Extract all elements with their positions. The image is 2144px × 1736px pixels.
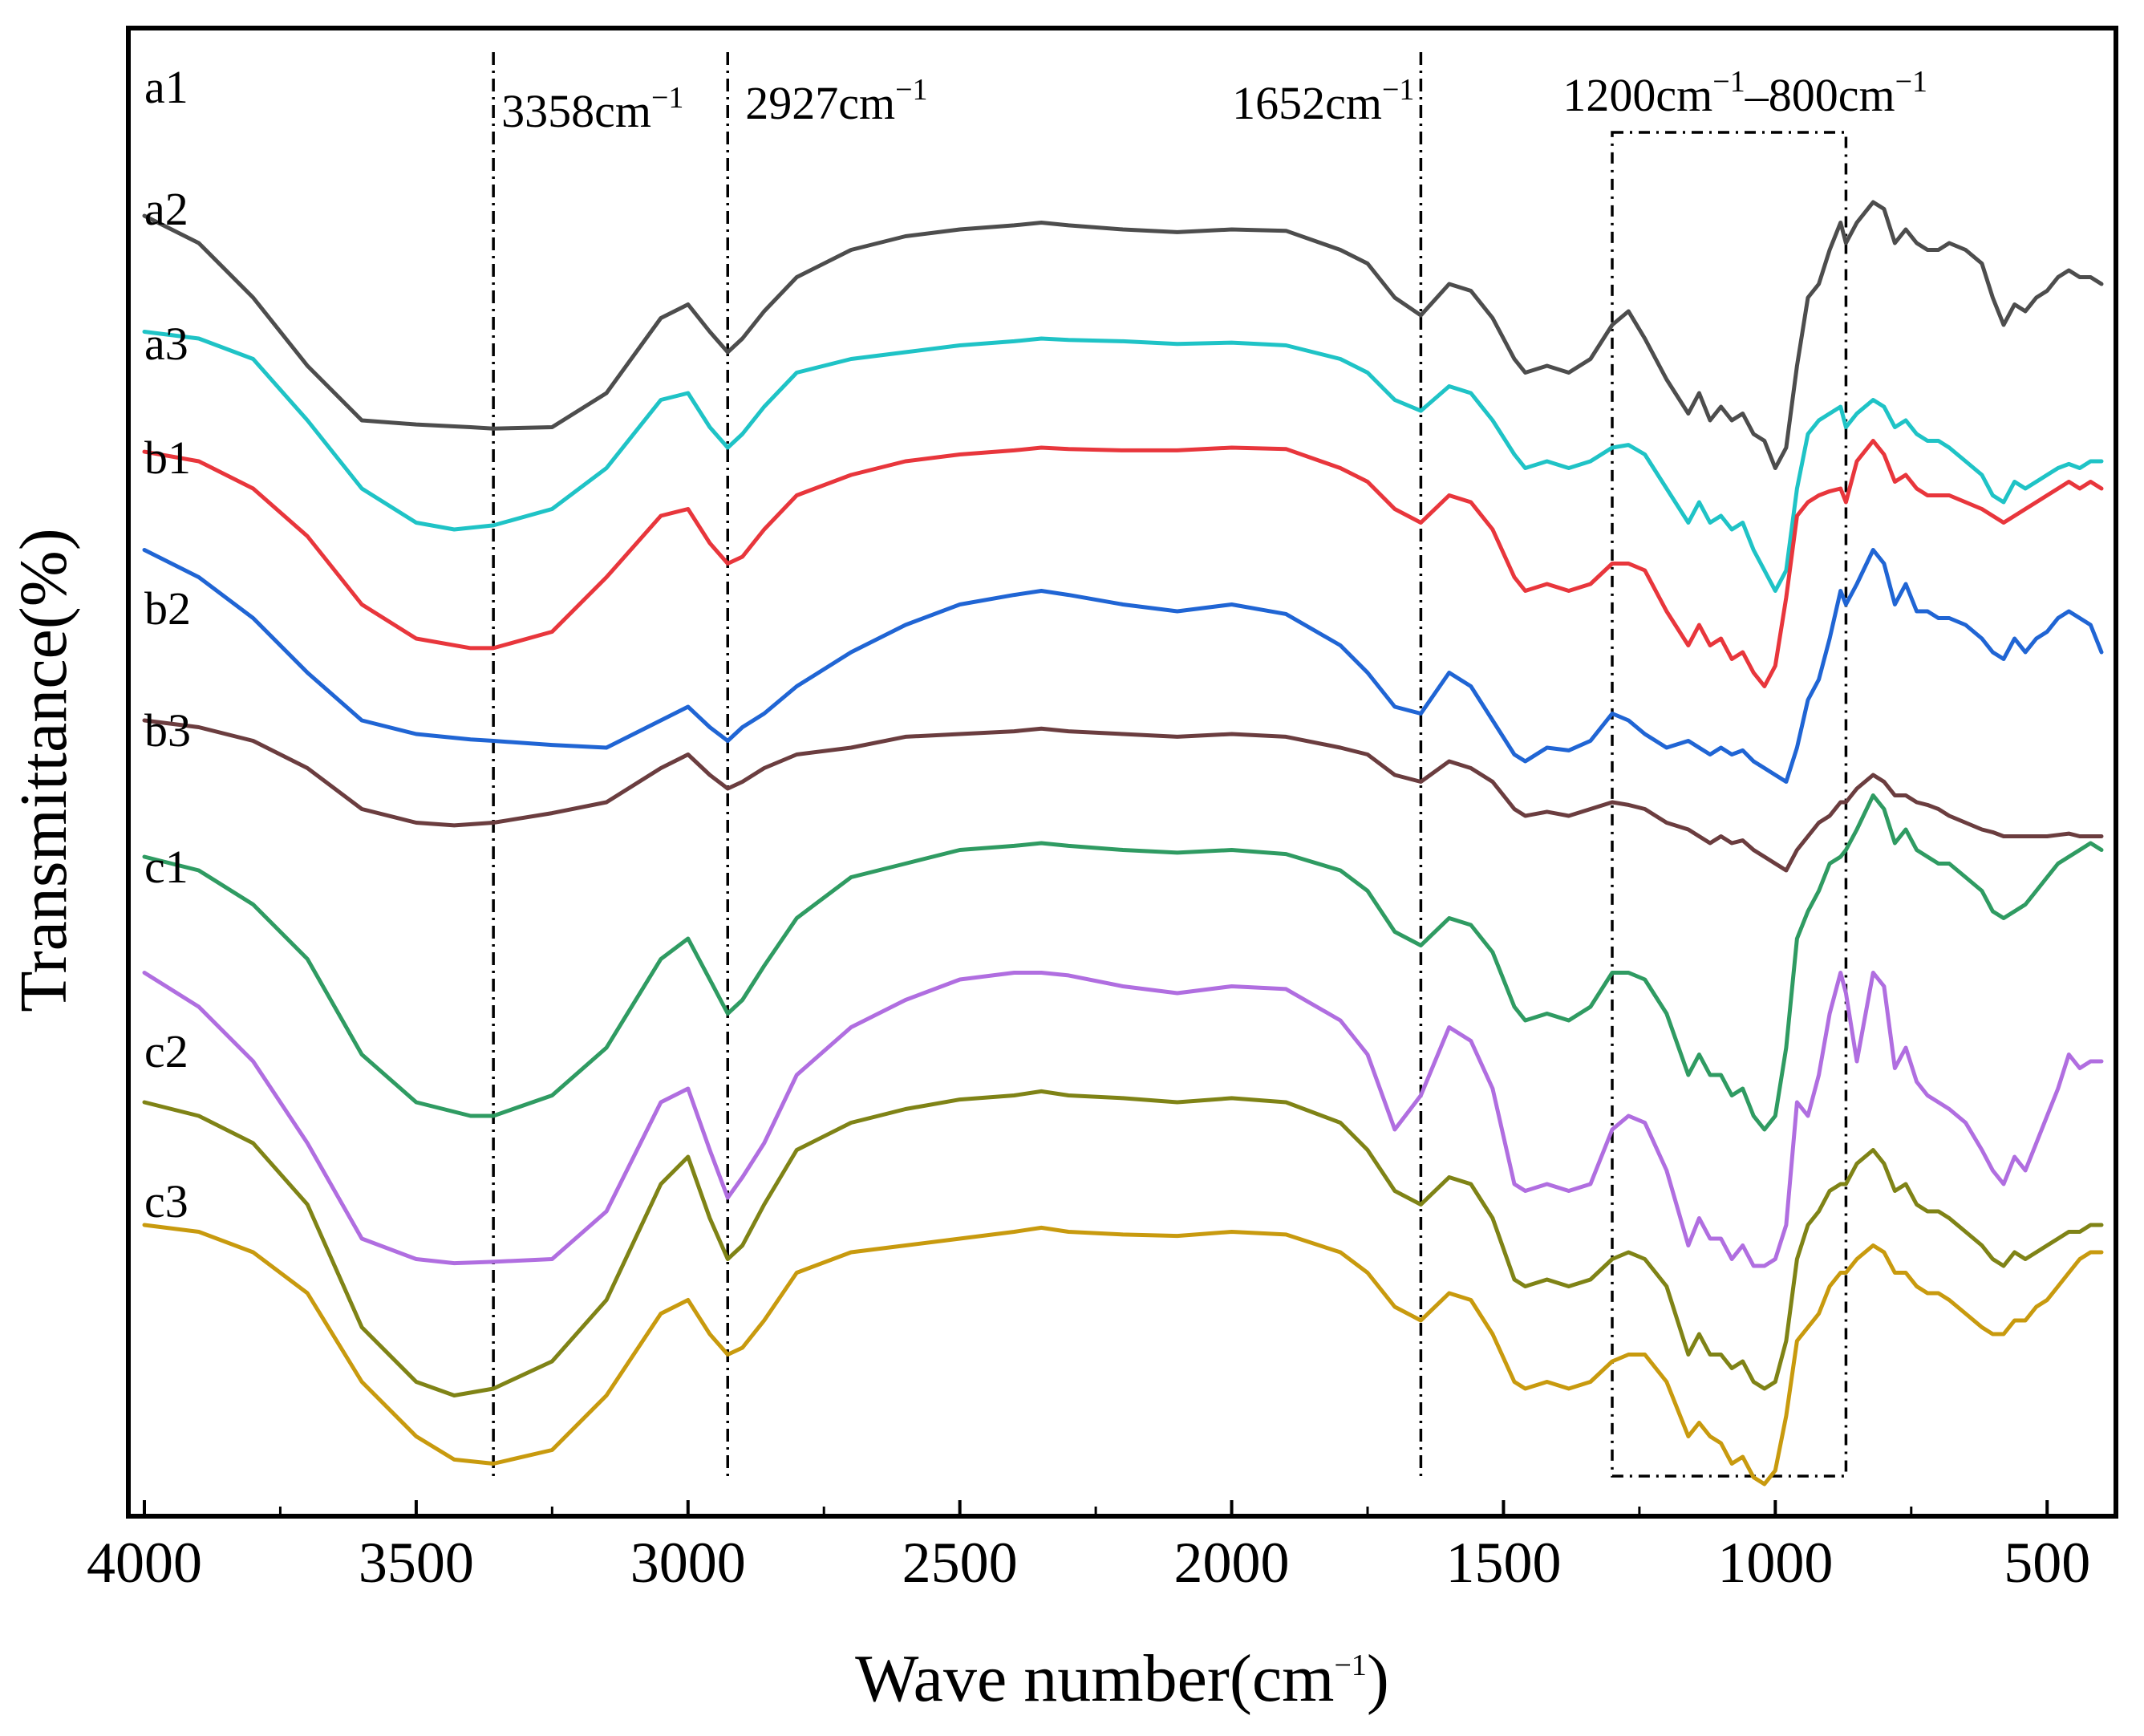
x-tick-label-3000: 3000 bbox=[630, 1531, 746, 1595]
series-label-b1: b1 bbox=[144, 432, 191, 484]
series-label-c3: c3 bbox=[144, 1175, 188, 1227]
x-tick-label-2500: 2500 bbox=[902, 1531, 1018, 1595]
series-line-c3 bbox=[142, 1089, 2104, 1397]
x-tick-label-4000: 4000 bbox=[87, 1531, 202, 1595]
y-axis-title: Transmittance(%) bbox=[6, 528, 81, 1012]
series-label-a1: a1 bbox=[144, 61, 188, 113]
series-line-a1 bbox=[142, 200, 2104, 470]
curve-label-layer: a1 a2 a3 b1 b2 c1 c2 c3 b3 bbox=[144, 61, 191, 1227]
series-label-c2: c2 bbox=[144, 1025, 188, 1077]
x-tick-label-2000: 2000 bbox=[1174, 1531, 1290, 1595]
series-line-a3 bbox=[142, 439, 2104, 688]
series-label-a2: a2 bbox=[144, 183, 188, 235]
x-tick-label-500: 500 bbox=[2004, 1531, 2090, 1595]
x-tick-label-3500: 3500 bbox=[359, 1531, 474, 1595]
series-layer bbox=[142, 200, 2104, 1487]
series-label-b2: b2 bbox=[144, 582, 191, 635]
series-line-c2 bbox=[142, 971, 2104, 1268]
series-line-c1 bbox=[142, 793, 2104, 1132]
x-axis-title: Wave number(cm−1) bbox=[855, 1641, 1389, 1716]
series-label-a3: a3 bbox=[144, 318, 188, 370]
region-box bbox=[1611, 131, 1848, 1478]
series-line-b3 bbox=[142, 1223, 2104, 1487]
x-axis: 4000 3500 3000 2500 2000 1500 1000 500 bbox=[87, 1500, 2090, 1595]
series-line-b1 bbox=[142, 548, 2104, 784]
series-line-a2 bbox=[142, 330, 2104, 593]
x-tick-label-1500: 1500 bbox=[1445, 1531, 1561, 1595]
annotation-label-1652: 1652cm−1 bbox=[1232, 73, 1414, 129]
series-label-c1: c1 bbox=[144, 841, 188, 893]
x-tick-label-1000: 1000 bbox=[1717, 1531, 1833, 1595]
region-label: 1200cm−1–800cm−1 bbox=[1562, 65, 1927, 121]
annotation-label-3358: 3358cm−1 bbox=[501, 81, 683, 137]
annotation-label-2927: 2927cm−1 bbox=[745, 73, 927, 129]
region-layer: 1200cm−1–800cm−1 bbox=[1562, 65, 1927, 1478]
plot-frame bbox=[126, 26, 2118, 1519]
series-line-b2 bbox=[142, 718, 2104, 873]
annotation-layer: 3358cm−1 2927cm−1 1652cm−1 bbox=[492, 52, 1423, 1476]
series-label-b3: b3 bbox=[144, 704, 191, 756]
